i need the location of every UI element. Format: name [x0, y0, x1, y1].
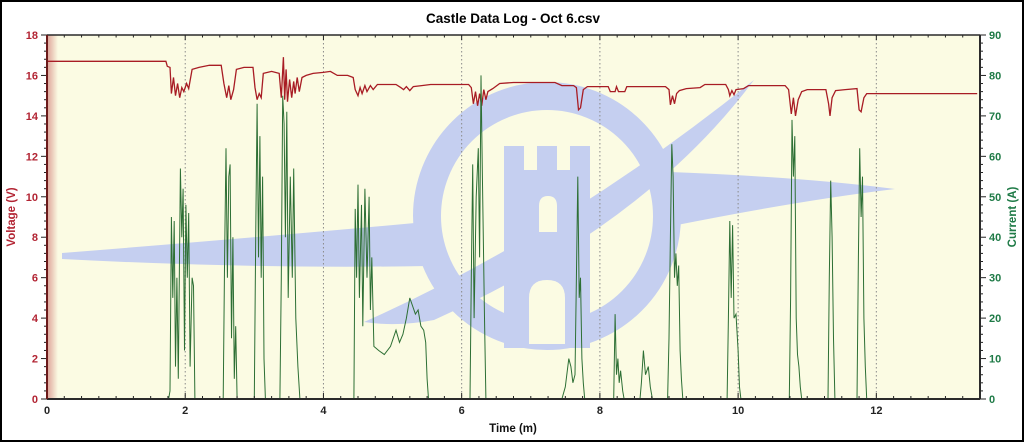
series-group [47, 57, 978, 399]
y-right-tick-label: 20 [989, 313, 1001, 325]
y-left-tick-label: 18 [26, 30, 38, 42]
watermark-tower-window [539, 196, 557, 232]
y-right-tick-label: 30 [989, 273, 1001, 285]
y-right-axis-label: Current (A) [1007, 186, 1019, 247]
left-spine-glow [48, 35, 58, 399]
y-left-tick-label: 12 [26, 151, 38, 163]
y-left-tick-label: 0 [32, 394, 38, 406]
watermark-tower-door [529, 280, 565, 344]
x-axis-label: Time (m) [489, 423, 537, 435]
watermark-swoosh-right [670, 172, 895, 226]
y-right-tick-label: 70 [989, 111, 1001, 123]
x-tick-label: 10 [732, 405, 744, 417]
x-tick-label: 6 [459, 405, 465, 417]
x-tick-label: 8 [597, 405, 603, 417]
x-tick-label: 12 [870, 405, 882, 417]
axes: 0 2 4 6 8 10 12 0 2 4 6 8 10 12 14 16 18 0 10 20 30 40 50 60 70 8… [26, 30, 1002, 417]
watermark-castle-tower [504, 146, 590, 348]
y-left-tick-label: 10 [26, 192, 38, 204]
y-right-tick-label: 10 [989, 354, 1001, 366]
x-tick-label: 0 [44, 405, 50, 417]
chart-title: Castle Data Log - Oct 6.csv [426, 11, 601, 26]
current-series-line [47, 75, 978, 399]
y-right-tick-label: 40 [989, 232, 1001, 244]
y-right-tick-label: 80 [989, 70, 1001, 82]
x-tick-label: 2 [182, 405, 188, 417]
y-left-axis-label: Voltage (V) [6, 187, 18, 246]
voltage-series-line [47, 57, 978, 117]
y-left-tick-label: 14 [26, 111, 39, 123]
y-right-tick-label: 50 [989, 192, 1001, 204]
y-left-tick-label: 4 [32, 313, 39, 325]
x-tick-label: 4 [320, 405, 327, 417]
y-right-tick-label: 60 [989, 151, 1001, 163]
y-left-tick-label: 16 [26, 70, 38, 82]
y-left-tick-label: 8 [32, 232, 38, 244]
y-left-tick-label: 2 [32, 354, 38, 366]
castle-watermark [62, 80, 895, 350]
y-right-tick-label: 90 [989, 30, 1001, 42]
gridlines [184, 35, 877, 399]
watermark-swoosh-left [62, 222, 428, 267]
y-left-tick-label: 6 [32, 273, 38, 285]
y-right-tick-label: 0 [989, 394, 995, 406]
